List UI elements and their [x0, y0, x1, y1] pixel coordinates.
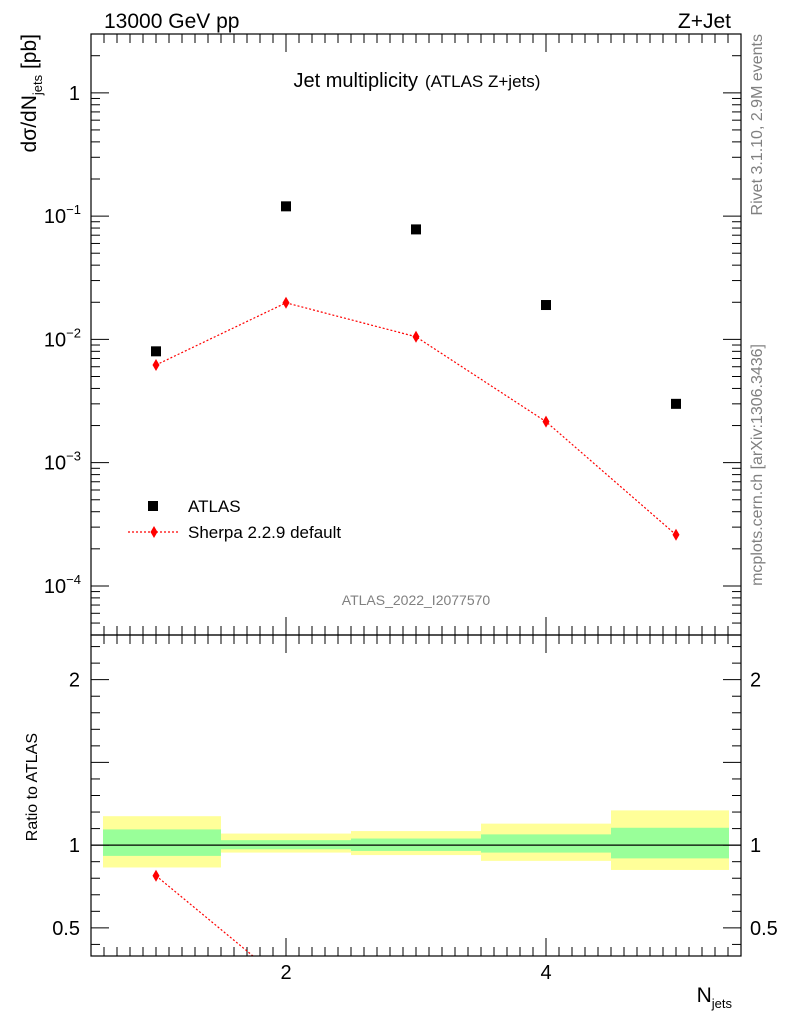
y-axis-title-sub: jets: [30, 74, 45, 96]
ratio-sherpa-point: [673, 990, 680, 1002]
process-label: Z+Jet: [678, 10, 731, 33]
y-tick-label-exponent: −2: [66, 325, 81, 340]
sherpa-point: [542, 415, 550, 428]
ratio-frame: [90, 634, 742, 957]
atlas-point: [411, 224, 421, 235]
analysis-tag: ATLAS_2022_I2077570: [342, 592, 491, 608]
atlas-point: [671, 398, 681, 409]
x-axis-title-main: N: [697, 984, 712, 1007]
legend-atlas-marker: [148, 501, 158, 511]
y-tick-label-exponent: −1: [66, 202, 81, 217]
ratio-y-tick-label-right: 2: [750, 670, 761, 692]
sherpa-point: [412, 330, 420, 343]
legend-sherpa-marker: [150, 526, 158, 538]
y-tick-label: 10−4: [44, 572, 81, 598]
legend-sherpa-label: Sherpa 2.2.9 default: [188, 523, 341, 542]
x-axis-title: Njets: [697, 984, 733, 1011]
legend: ATLAS Sherpa 2.2.9 default: [128, 497, 341, 542]
ratio-y-tick-label-left: 2: [69, 670, 80, 692]
atlas-point: [281, 201, 291, 212]
x-tick-label: 2: [280, 962, 291, 984]
y-tick-label: 10−3: [44, 449, 81, 475]
ratio-y-axis-title: Ratio to ATLAS: [24, 733, 41, 841]
ratio-series: [152, 869, 680, 1002]
ratio-plot: 0.5 0.5 1 1 2 2 2 4 Ratio to ATLAS Njets: [24, 634, 778, 1011]
main-series: [151, 201, 681, 541]
ratio-band-inner: [103, 829, 221, 856]
ratio-y-tick-label-left: 0.5: [52, 918, 80, 940]
y-tick-label-exponent: −4: [66, 572, 81, 587]
main-axis-ticks: 110−110−210−310−4: [44, 33, 742, 636]
y-tick-label-exponent: −3: [66, 449, 81, 464]
ratio-series-clipped: [152, 869, 680, 1002]
sherpa-point: [152, 358, 160, 371]
ratio-y-tick-label-right: 0.5: [750, 918, 778, 940]
plot-subtitle: (ATLAS Z+jets): [425, 72, 540, 91]
ratio-sherpa-point: [413, 982, 420, 994]
sherpa-point: [672, 528, 680, 541]
atlas-point: [151, 346, 161, 357]
ratio-y-tick-label-right: 1: [750, 835, 761, 857]
energy-label: 13000 GeV pp: [104, 10, 239, 33]
sherpa-point: [282, 296, 290, 309]
legend-atlas-label: ATLAS: [188, 497, 241, 516]
sherpa-line: [155, 302, 677, 536]
ratio-sherpa-line: [155, 875, 254, 956]
y-tick-label: 10−2: [44, 325, 81, 351]
rivet-version-label: Rivet 3.1.10, 2.9M events: [749, 34, 766, 215]
y-tick-label: 1: [69, 83, 80, 105]
y-tick-label-base: 10: [44, 576, 66, 598]
y-axis-title-main: dσ/dN: [18, 95, 41, 152]
x-tick-label: 4: [540, 962, 551, 984]
ratio-y-tick-label-left: 1: [69, 835, 80, 857]
plot-title: Jet multiplicity: [294, 70, 418, 92]
mcplots-label: mcplots.cern.ch [arXiv:1306.3436]: [749, 344, 766, 586]
y-axis-title-unit: [pb]: [18, 34, 41, 75]
y-tick-label-base: 10: [44, 329, 66, 351]
ratio-band-inner: [481, 834, 611, 853]
y-tick-label-base: 10: [44, 453, 66, 475]
ratio-band-inner: [611, 827, 729, 859]
y-axis-title: dσ/dNjets [pb]: [18, 34, 45, 152]
atlas-point: [541, 300, 551, 311]
y-tick-label-base: 10: [44, 206, 66, 228]
y-tick-label: 10−1: [44, 202, 81, 228]
x-axis-title-sub: jets: [711, 996, 733, 1011]
main-plot: Jet multiplicity (ATLAS Z+jets) ATLAS_20…: [18, 33, 742, 636]
ratio-sherpa-point: [543, 986, 550, 998]
ratio-bands: [103, 810, 729, 870]
ratio-sherpa-point: [152, 869, 160, 882]
ratio-axis-ticks: 0.5 0.5 1 1 2 2 2 4: [52, 635, 778, 984]
